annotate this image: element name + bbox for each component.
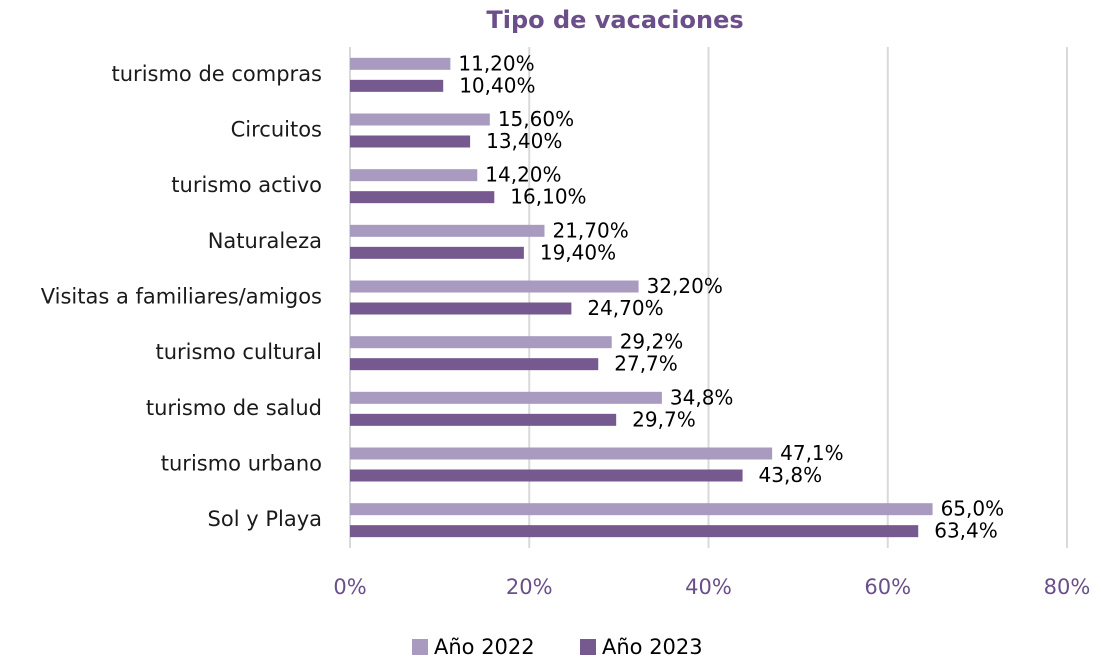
data-label: 65,0%	[941, 497, 1005, 521]
x-tick-label: 60%	[864, 575, 911, 599]
bar	[350, 191, 495, 204]
data-label: 11,20%	[458, 51, 534, 75]
y-tick-label: turismo urbano	[161, 452, 322, 476]
bar	[350, 503, 933, 516]
data-label: 29,7%	[632, 407, 696, 431]
data-label: 21,70%	[552, 218, 628, 242]
bar	[350, 79, 444, 92]
y-tick-label: turismo activo	[171, 173, 322, 197]
data-label: 63,4%	[934, 519, 998, 543]
x-tick-label: 20%	[506, 575, 553, 599]
bar	[350, 302, 572, 315]
y-tick-label: turismo cultural	[155, 340, 322, 364]
data-label: 32,20%	[647, 274, 723, 298]
bar	[350, 280, 639, 293]
y-tick-label: Circuitos	[231, 118, 322, 142]
bar	[350, 336, 612, 349]
bar	[350, 169, 478, 182]
data-label: 13,40%	[486, 129, 562, 153]
legend-swatch	[580, 639, 596, 655]
bar	[350, 391, 662, 404]
y-tick-label: Sol y Playa	[208, 507, 322, 531]
data-label: 27,7%	[614, 352, 678, 376]
bar	[350, 358, 599, 371]
data-label: 43,8%	[759, 463, 823, 487]
bar	[350, 135, 471, 148]
bar	[350, 447, 773, 460]
bar	[350, 113, 490, 126]
y-tick-label: Visitas a familiares/amigos	[41, 285, 322, 309]
data-label: 15,60%	[498, 107, 574, 131]
data-label: 19,40%	[540, 240, 616, 264]
data-label: 34,8%	[670, 385, 734, 409]
data-label: 16,10%	[510, 185, 586, 209]
y-tick-label: turismo de compras	[112, 62, 322, 86]
data-label: 47,1%	[780, 441, 844, 465]
data-label: 24,70%	[587, 296, 663, 320]
bar	[350, 57, 451, 70]
bar	[350, 469, 743, 482]
data-label: 14,20%	[485, 163, 561, 187]
bar	[350, 413, 617, 426]
data-label: 29,2%	[620, 330, 684, 354]
y-tick-label: Naturaleza	[208, 229, 322, 253]
legend-label: Año 2022	[434, 635, 535, 659]
chart-title: Tipo de vacaciones	[486, 6, 743, 34]
x-tick-label: 80%	[1044, 575, 1091, 599]
bar	[350, 224, 545, 237]
y-tick-label: turismo de salud	[146, 396, 322, 420]
bar	[350, 246, 524, 259]
data-label: 10,40%	[459, 73, 535, 97]
legend-swatch	[412, 639, 428, 655]
x-tick-label: 40%	[685, 575, 732, 599]
bar	[350, 525, 919, 538]
legend-label: Año 2023	[602, 635, 703, 659]
x-tick-label: 0%	[333, 575, 366, 599]
